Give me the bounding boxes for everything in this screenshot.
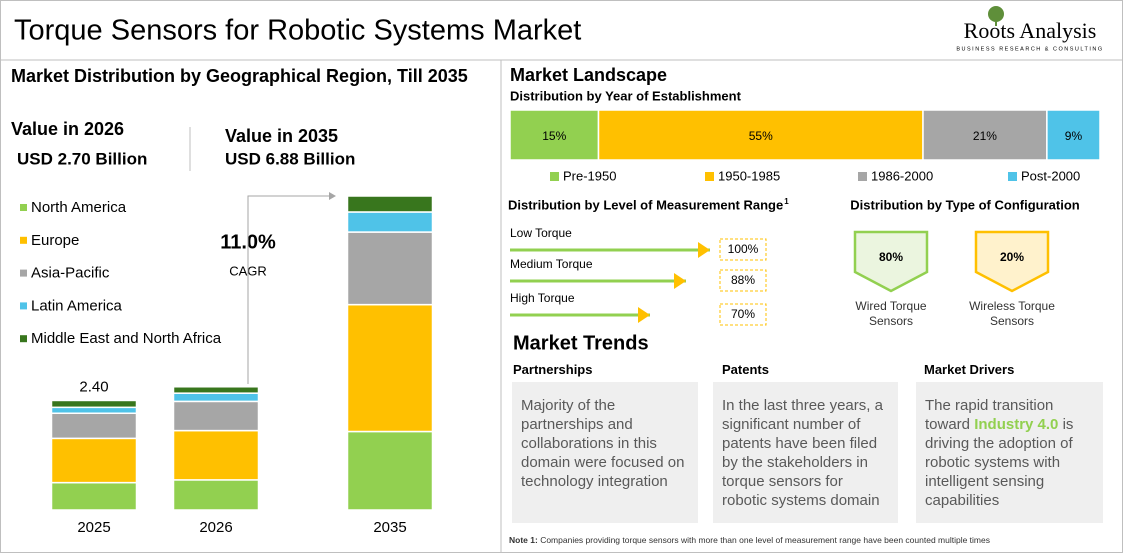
title-note: 1: [784, 197, 789, 206]
cagr-arrow: [247, 195, 330, 384]
legend-swatch: [20, 269, 27, 277]
brand-icon: [988, 6, 1004, 22]
legend-swatch: [20, 204, 27, 211]
bar-segment: [172, 479, 260, 511]
bar-segment: [346, 231, 434, 306]
bar-segment: [50, 437, 138, 484]
x-tick-label: 2025: [77, 519, 110, 536]
legend-swatch: [1008, 172, 1017, 181]
left-title: Market Distribution by Geographical Regi…: [11, 66, 468, 86]
value-label: 20%: [1000, 250, 1024, 264]
card-text: In the last three years, a significant n…: [722, 397, 883, 509]
card-text: The rapid transition toward: [925, 397, 1054, 433]
row-label: Medium Torque: [510, 257, 593, 271]
footnote-label: Note 1:: [509, 535, 538, 545]
config-label: Wired Torque Sensors: [855, 299, 927, 328]
bar-arrowhead: [674, 273, 686, 289]
legend-swatch: [20, 236, 27, 244]
value-label: 9%: [1065, 129, 1083, 143]
row-label: High Torque: [510, 291, 575, 305]
bar-segment: [50, 399, 138, 409]
legend-label: North America: [31, 199, 127, 216]
trend-card: The rapid transition toward Industry 4.0…: [916, 382, 1103, 523]
value-label: Value in 2035: [225, 126, 338, 146]
bar-segment: [346, 211, 434, 233]
shield: [974, 230, 1050, 293]
total-label: 2.40: [79, 378, 108, 395]
bar-arrowhead: [638, 307, 650, 323]
row-label: Low Torque: [510, 226, 572, 240]
brand-tagline: BUSINESS RESEARCH & CONSULTING: [956, 46, 1103, 52]
bar-segment: [346, 195, 434, 213]
bar-segment: [346, 303, 434, 433]
legend-label: 1950-1985: [718, 168, 780, 183]
card-text: is driving the adoption of robotic syste…: [925, 416, 1074, 509]
legend-label: Asia-Pacific: [31, 265, 110, 282]
bar-segment: [172, 429, 260, 481]
footnote: Note 1: Companies providing torque senso…: [509, 535, 990, 545]
legend-label: Middle East and North Africa: [31, 330, 222, 347]
config-label: Wireless Torque Sensors: [969, 299, 1055, 328]
section-title: Market Landscape: [510, 65, 667, 85]
bar-arrowhead: [698, 242, 710, 258]
trend-card: In the last three years, a significant n…: [713, 382, 898, 523]
value-label: 15%: [542, 129, 566, 143]
value-label: 100%: [728, 242, 759, 256]
trend-card: Majority of the partnerships and collabo…: [512, 382, 698, 523]
value-label: 70%: [731, 307, 755, 321]
x-tick-label: 2035: [373, 519, 406, 536]
legend-label: 1986-2000: [871, 168, 933, 183]
bar-segment: [172, 392, 260, 403]
legend-swatch: [705, 172, 714, 181]
value-amount: USD 6.88 Billion: [225, 149, 355, 168]
brand: Roots Analysis: [964, 18, 1097, 43]
value-label: 55%: [749, 129, 773, 143]
bar-segment: [172, 386, 260, 394]
value-label: 21%: [973, 129, 997, 143]
section-title: Market Trends: [513, 332, 649, 354]
bar-segment: [50, 406, 138, 414]
value-label: 88%: [731, 273, 755, 287]
bar-segment: [509, 109, 600, 161]
brand-icon-trunk: [995, 18, 997, 26]
shield: [853, 230, 929, 293]
card-heading: Partnerships: [513, 362, 593, 377]
legend-swatch: [20, 302, 27, 310]
value-amount: USD 2.70 Billion: [17, 149, 147, 168]
legend-label: Latin America: [31, 297, 123, 314]
bar-segment: [922, 109, 1048, 161]
bar-segment: [1046, 109, 1101, 161]
legend-label: Pre-1950: [563, 168, 616, 183]
legend-label: Post-2000: [1021, 168, 1080, 183]
legend-swatch: [550, 172, 559, 181]
value-label: 80%: [879, 250, 903, 264]
legend-swatch: [858, 172, 867, 181]
card-heading: Patents: [722, 362, 769, 377]
chart-title: Distribution by Level of Measurement Ran…: [508, 197, 783, 212]
chart-title: Distribution by Year of Establishment: [510, 88, 742, 103]
bar-segment: [50, 412, 138, 440]
chart-title: Distribution by Type of Configuration: [850, 197, 1079, 212]
bar-segment: [172, 400, 260, 432]
value-box: [719, 303, 767, 326]
footnote-text: Companies providing torque sensors with …: [540, 535, 990, 545]
value-box: [719, 269, 767, 292]
legend-swatch: [20, 335, 27, 343]
value-label: Value in 2026: [11, 119, 124, 139]
page-title: Torque Sensors for Robotic Systems Marke…: [14, 15, 581, 47]
value-box: [719, 238, 767, 261]
x-tick-label: 2026: [199, 519, 232, 536]
bar-segment: [50, 481, 138, 511]
card-highlight: Industry 4.0: [974, 416, 1059, 433]
cagr-arrowhead: [329, 192, 336, 200]
bar-segment: [346, 430, 434, 511]
card-heading: Market Drivers: [924, 362, 1015, 377]
card-text: Majority of the partnerships and collabo…: [521, 397, 685, 490]
legend-label: Europe: [31, 232, 79, 249]
